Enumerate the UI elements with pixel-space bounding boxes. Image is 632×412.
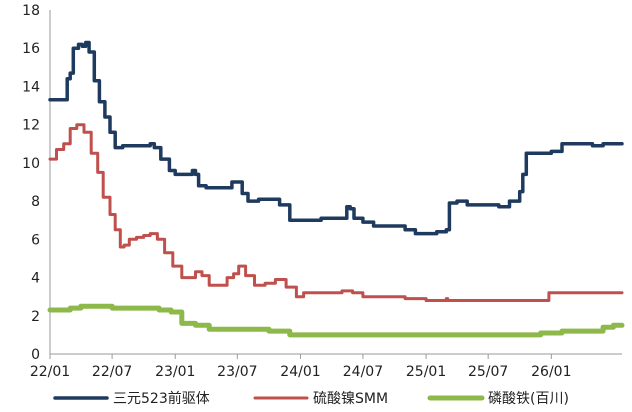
y-tick-label: 0 — [31, 347, 40, 363]
legend-label: 三元523前驱体 — [113, 390, 210, 407]
y-tick-label: 12 — [22, 118, 40, 134]
y-tick-label: 18 — [22, 3, 40, 19]
y-tick-label: 4 — [31, 271, 40, 287]
legend-label: 硫酸镍SMM — [313, 391, 388, 407]
x-tick-label: 23/07 — [217, 364, 257, 380]
y-tick-label: 2 — [31, 309, 40, 325]
x-tick-label: 26/01 — [531, 364, 571, 380]
x-tick-label: 24/01 — [280, 364, 320, 380]
y-tick-label: 16 — [22, 41, 40, 57]
y-tick-label: 10 — [22, 156, 40, 172]
x-tick-label: 25/07 — [468, 364, 508, 380]
y-tick-label: 14 — [22, 79, 40, 95]
series-line-3 — [47, 303, 625, 338]
x-tick-label: 24/07 — [343, 364, 383, 380]
series-line-2 — [48, 123, 624, 302]
x-tick-label: 23/01 — [155, 364, 195, 380]
y-tick-label: 6 — [31, 232, 40, 248]
x-tick-label: 25/01 — [406, 364, 446, 380]
legend: 三元523前驱体 硫酸镍SMM 磷酸铁(百川) — [53, 390, 569, 407]
y-tick-label: 8 — [31, 194, 40, 210]
x-tick-label: 22/01 — [30, 364, 70, 380]
x-tick-label: 22/07 — [92, 364, 132, 380]
legend-label: 磷酸铁(百川) — [488, 391, 569, 407]
series-layer — [47, 40, 625, 338]
axes: 0 2 4 6 8 10 12 14 16 18 22/01 22/07 23/01 23/07 24/01… — [22, 3, 622, 380]
series-line-1 — [48, 40, 624, 236]
